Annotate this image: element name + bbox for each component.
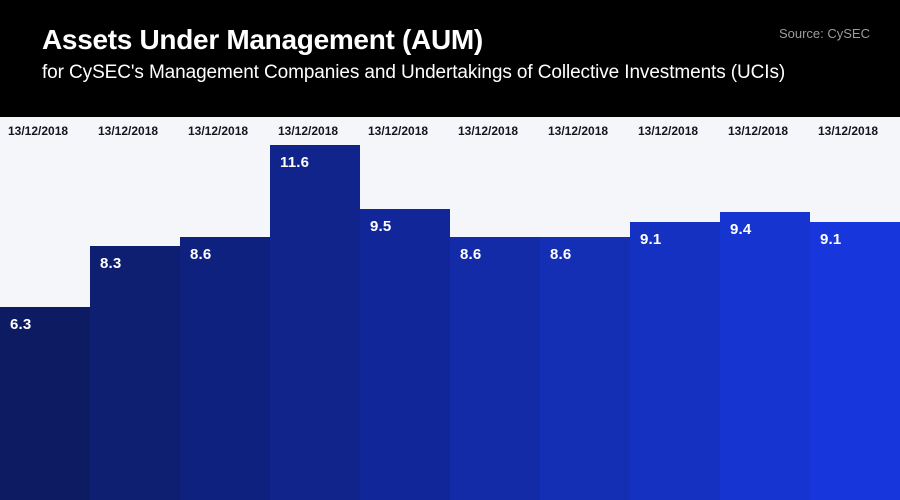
bar-value-label: 6.3 — [10, 316, 32, 334]
bar-value-label: 9.1 — [820, 230, 842, 248]
bar-value-label: 8.6 — [550, 245, 572, 263]
bar-value-label: 11.6 — [280, 154, 310, 171]
bar: 8.6 — [450, 236, 540, 500]
bar: 11.6 — [270, 145, 360, 500]
chart-column: 13/12/2018 8.6 — [450, 117, 540, 500]
bar-value-label: 9.1 — [640, 230, 662, 248]
chart-column: 13/12/2018 8.3 — [90, 117, 180, 500]
chart-column: 13/12/2018 8.6 — [540, 117, 630, 500]
header: Assets Under Management (AUM) for CySEC'… — [0, 0, 900, 117]
bar: 9.1 — [810, 221, 900, 500]
bar-date-label: 13/12/2018 — [548, 124, 609, 138]
bar-date-label: 13/12/2018 — [728, 124, 789, 138]
bar: 9.1 — [630, 221, 720, 500]
bar: 8.6 — [540, 236, 630, 500]
chart-column: 13/12/2018 9.1 — [810, 117, 900, 500]
bar-value-label: 8.6 — [460, 245, 482, 263]
bar-date-label: 13/12/2018 — [188, 124, 249, 138]
bar: 6.3 — [0, 307, 90, 500]
bar: 8.6 — [180, 236, 270, 500]
bar-value-label: 9.5 — [370, 218, 392, 236]
bar-value-label: 8.3 — [100, 255, 122, 272]
bar: 9.4 — [720, 212, 810, 500]
bar-date-label: 13/12/2018 — [368, 124, 429, 138]
chart-column: 13/12/2018 6.3 — [0, 117, 90, 500]
bar: 9.5 — [360, 209, 450, 500]
chart-column: 13/12/2018 9.5 — [360, 117, 450, 500]
bar-value-label: 9.4 — [730, 221, 752, 239]
bar-date-label: 13/12/2018 — [458, 124, 519, 138]
page-subtitle: for CySEC's Management Companies and Und… — [42, 62, 786, 84]
chart-column: 13/12/2018 9.4 — [720, 117, 810, 500]
bar-date-label: 13/12/2018 — [818, 124, 879, 138]
bar: 8.3 — [90, 246, 180, 500]
bar-date-label: 13/12/2018 — [98, 124, 159, 138]
bar-date-label: 13/12/2018 — [8, 124, 69, 138]
bar-chart: 13/12/2018 6.3 13/12/2018 8.3 13/12/2018 8.6 1… — [0, 117, 900, 500]
chart-column: 13/12/2018 8.6 — [180, 117, 270, 500]
chart-column: 13/12/2018 11.6 — [270, 117, 360, 500]
bar-date-label: 13/12/2018 — [638, 124, 699, 138]
bar-date-label: 13/12/2018 — [278, 124, 339, 138]
bar-value-label: 8.6 — [190, 245, 212, 263]
page-title: Assets Under Management (AUM) — [42, 24, 483, 55]
chart-column: 13/12/2018 9.1 — [630, 117, 720, 500]
source-label: Source: CySEC — [778, 26, 870, 41]
